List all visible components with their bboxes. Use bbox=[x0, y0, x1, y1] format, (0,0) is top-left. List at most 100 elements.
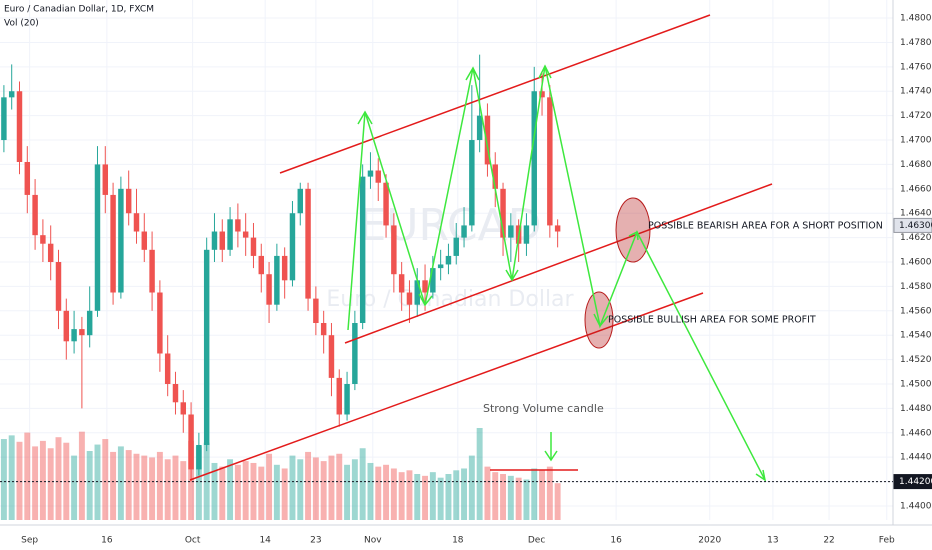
candle-body bbox=[86, 310, 93, 336]
candle-body bbox=[63, 310, 70, 342]
x-tick-label: Oct bbox=[185, 536, 201, 546]
volume-bar bbox=[500, 474, 507, 520]
volume-bar bbox=[484, 466, 491, 520]
volume-bar bbox=[172, 455, 179, 520]
candle-body bbox=[24, 161, 31, 195]
arrowhead bbox=[755, 469, 767, 482]
candle-body bbox=[32, 194, 38, 236]
x-tick-label: 18 bbox=[452, 536, 464, 546]
candle-body bbox=[445, 255, 452, 265]
volume-bar bbox=[149, 457, 156, 520]
candle-body bbox=[391, 225, 397, 275]
y-tick-label: 1.46400 bbox=[900, 209, 932, 219]
candle-body bbox=[539, 91, 545, 98]
candle-body bbox=[375, 170, 381, 183]
volume-bar bbox=[24, 432, 31, 520]
y-tick-label: 1.45200 bbox=[900, 355, 932, 365]
x-tick-label: 2020 bbox=[698, 536, 721, 546]
volume-bar bbox=[344, 464, 351, 520]
candle-body bbox=[461, 225, 467, 238]
volume-bar bbox=[328, 455, 335, 520]
volume-bar bbox=[141, 455, 148, 520]
candle-body bbox=[547, 97, 553, 226]
volume-bar bbox=[8, 435, 15, 520]
volume-bar bbox=[515, 477, 522, 520]
candle-body bbox=[227, 219, 233, 250]
volume-bar bbox=[242, 461, 249, 520]
candle-body bbox=[500, 188, 506, 238]
volume-bar bbox=[375, 466, 382, 520]
y-tick-label: 1.48000 bbox=[900, 14, 932, 24]
volume-bar bbox=[437, 477, 444, 520]
volume-bar bbox=[133, 453, 140, 520]
y-tick-label: 1.47800 bbox=[900, 38, 932, 48]
x-tick-label: 16 bbox=[101, 536, 113, 546]
volume-bar bbox=[406, 470, 413, 520]
volume-bar bbox=[461, 468, 468, 520]
chart-title: Euro / Canadian Dollar, 1D, FXCM bbox=[4, 5, 154, 15]
volume-bar bbox=[203, 442, 210, 520]
volume-bar bbox=[546, 466, 553, 520]
volume-bar bbox=[281, 468, 288, 520]
candle-body bbox=[219, 231, 226, 250]
zone bbox=[615, 197, 651, 263]
volume-bar bbox=[180, 461, 187, 520]
candle-body bbox=[313, 298, 319, 324]
volume-bar bbox=[468, 455, 475, 520]
volume-bar bbox=[94, 444, 101, 520]
x-tick-label: Sep bbox=[21, 536, 38, 546]
volume-bar bbox=[297, 459, 304, 520]
volume-bar bbox=[390, 468, 397, 520]
candle-body bbox=[188, 414, 194, 470]
volume-bar bbox=[429, 472, 436, 520]
arrowhead bbox=[505, 269, 519, 282]
volume-bar bbox=[351, 459, 358, 520]
arrowhead bbox=[465, 66, 480, 81]
arrowhead bbox=[628, 230, 639, 241]
candle-body bbox=[242, 231, 249, 238]
arrowhead bbox=[544, 450, 558, 462]
candle-body bbox=[398, 274, 405, 293]
volume-bar bbox=[55, 437, 62, 520]
volume-bar bbox=[164, 459, 171, 520]
y-tick-label: 1.47400 bbox=[900, 87, 932, 97]
volume-bar bbox=[492, 472, 499, 520]
volume-bar bbox=[422, 475, 429, 520]
price-label-box bbox=[893, 474, 932, 490]
candle-body bbox=[344, 383, 350, 415]
y-tick-label: 1.46800 bbox=[900, 160, 932, 170]
volume-bar bbox=[63, 442, 70, 520]
volume-bar bbox=[86, 451, 93, 520]
volume-bar bbox=[554, 483, 561, 520]
candle-body bbox=[422, 280, 428, 293]
y-tick-label: 1.45600 bbox=[900, 306, 932, 316]
drawings bbox=[189, 14, 773, 482]
candle-body bbox=[125, 188, 132, 214]
volume-bar bbox=[367, 462, 374, 520]
candle-body bbox=[476, 115, 483, 141]
candle-body bbox=[430, 268, 436, 293]
volume-bar bbox=[312, 457, 319, 520]
y-tick-label: 1.44800 bbox=[900, 404, 932, 414]
annotation: POSSIBLE BULLISH AREA FOR SOME PROFIT bbox=[608, 315, 816, 326]
volume-bar bbox=[117, 446, 124, 520]
volume-bar bbox=[219, 466, 226, 520]
volume-bar bbox=[227, 459, 234, 520]
volume-bar bbox=[476, 428, 483, 520]
trendline bbox=[344, 183, 773, 344]
y-tick-label: 1.47200 bbox=[900, 111, 932, 121]
x-tick-label: 13 bbox=[767, 536, 778, 546]
y-tick-label: 1.45000 bbox=[900, 379, 932, 389]
grid bbox=[0, 0, 893, 520]
x-tick-label: 16 bbox=[610, 536, 622, 546]
candle-body bbox=[281, 255, 288, 281]
volume-bar bbox=[102, 439, 109, 520]
x-tick-label: 22 bbox=[823, 536, 834, 546]
volume-layer bbox=[0, 428, 561, 520]
candle-body bbox=[55, 262, 62, 311]
candle-body bbox=[203, 249, 210, 445]
candle-body bbox=[258, 255, 265, 275]
candle-body bbox=[266, 274, 272, 305]
